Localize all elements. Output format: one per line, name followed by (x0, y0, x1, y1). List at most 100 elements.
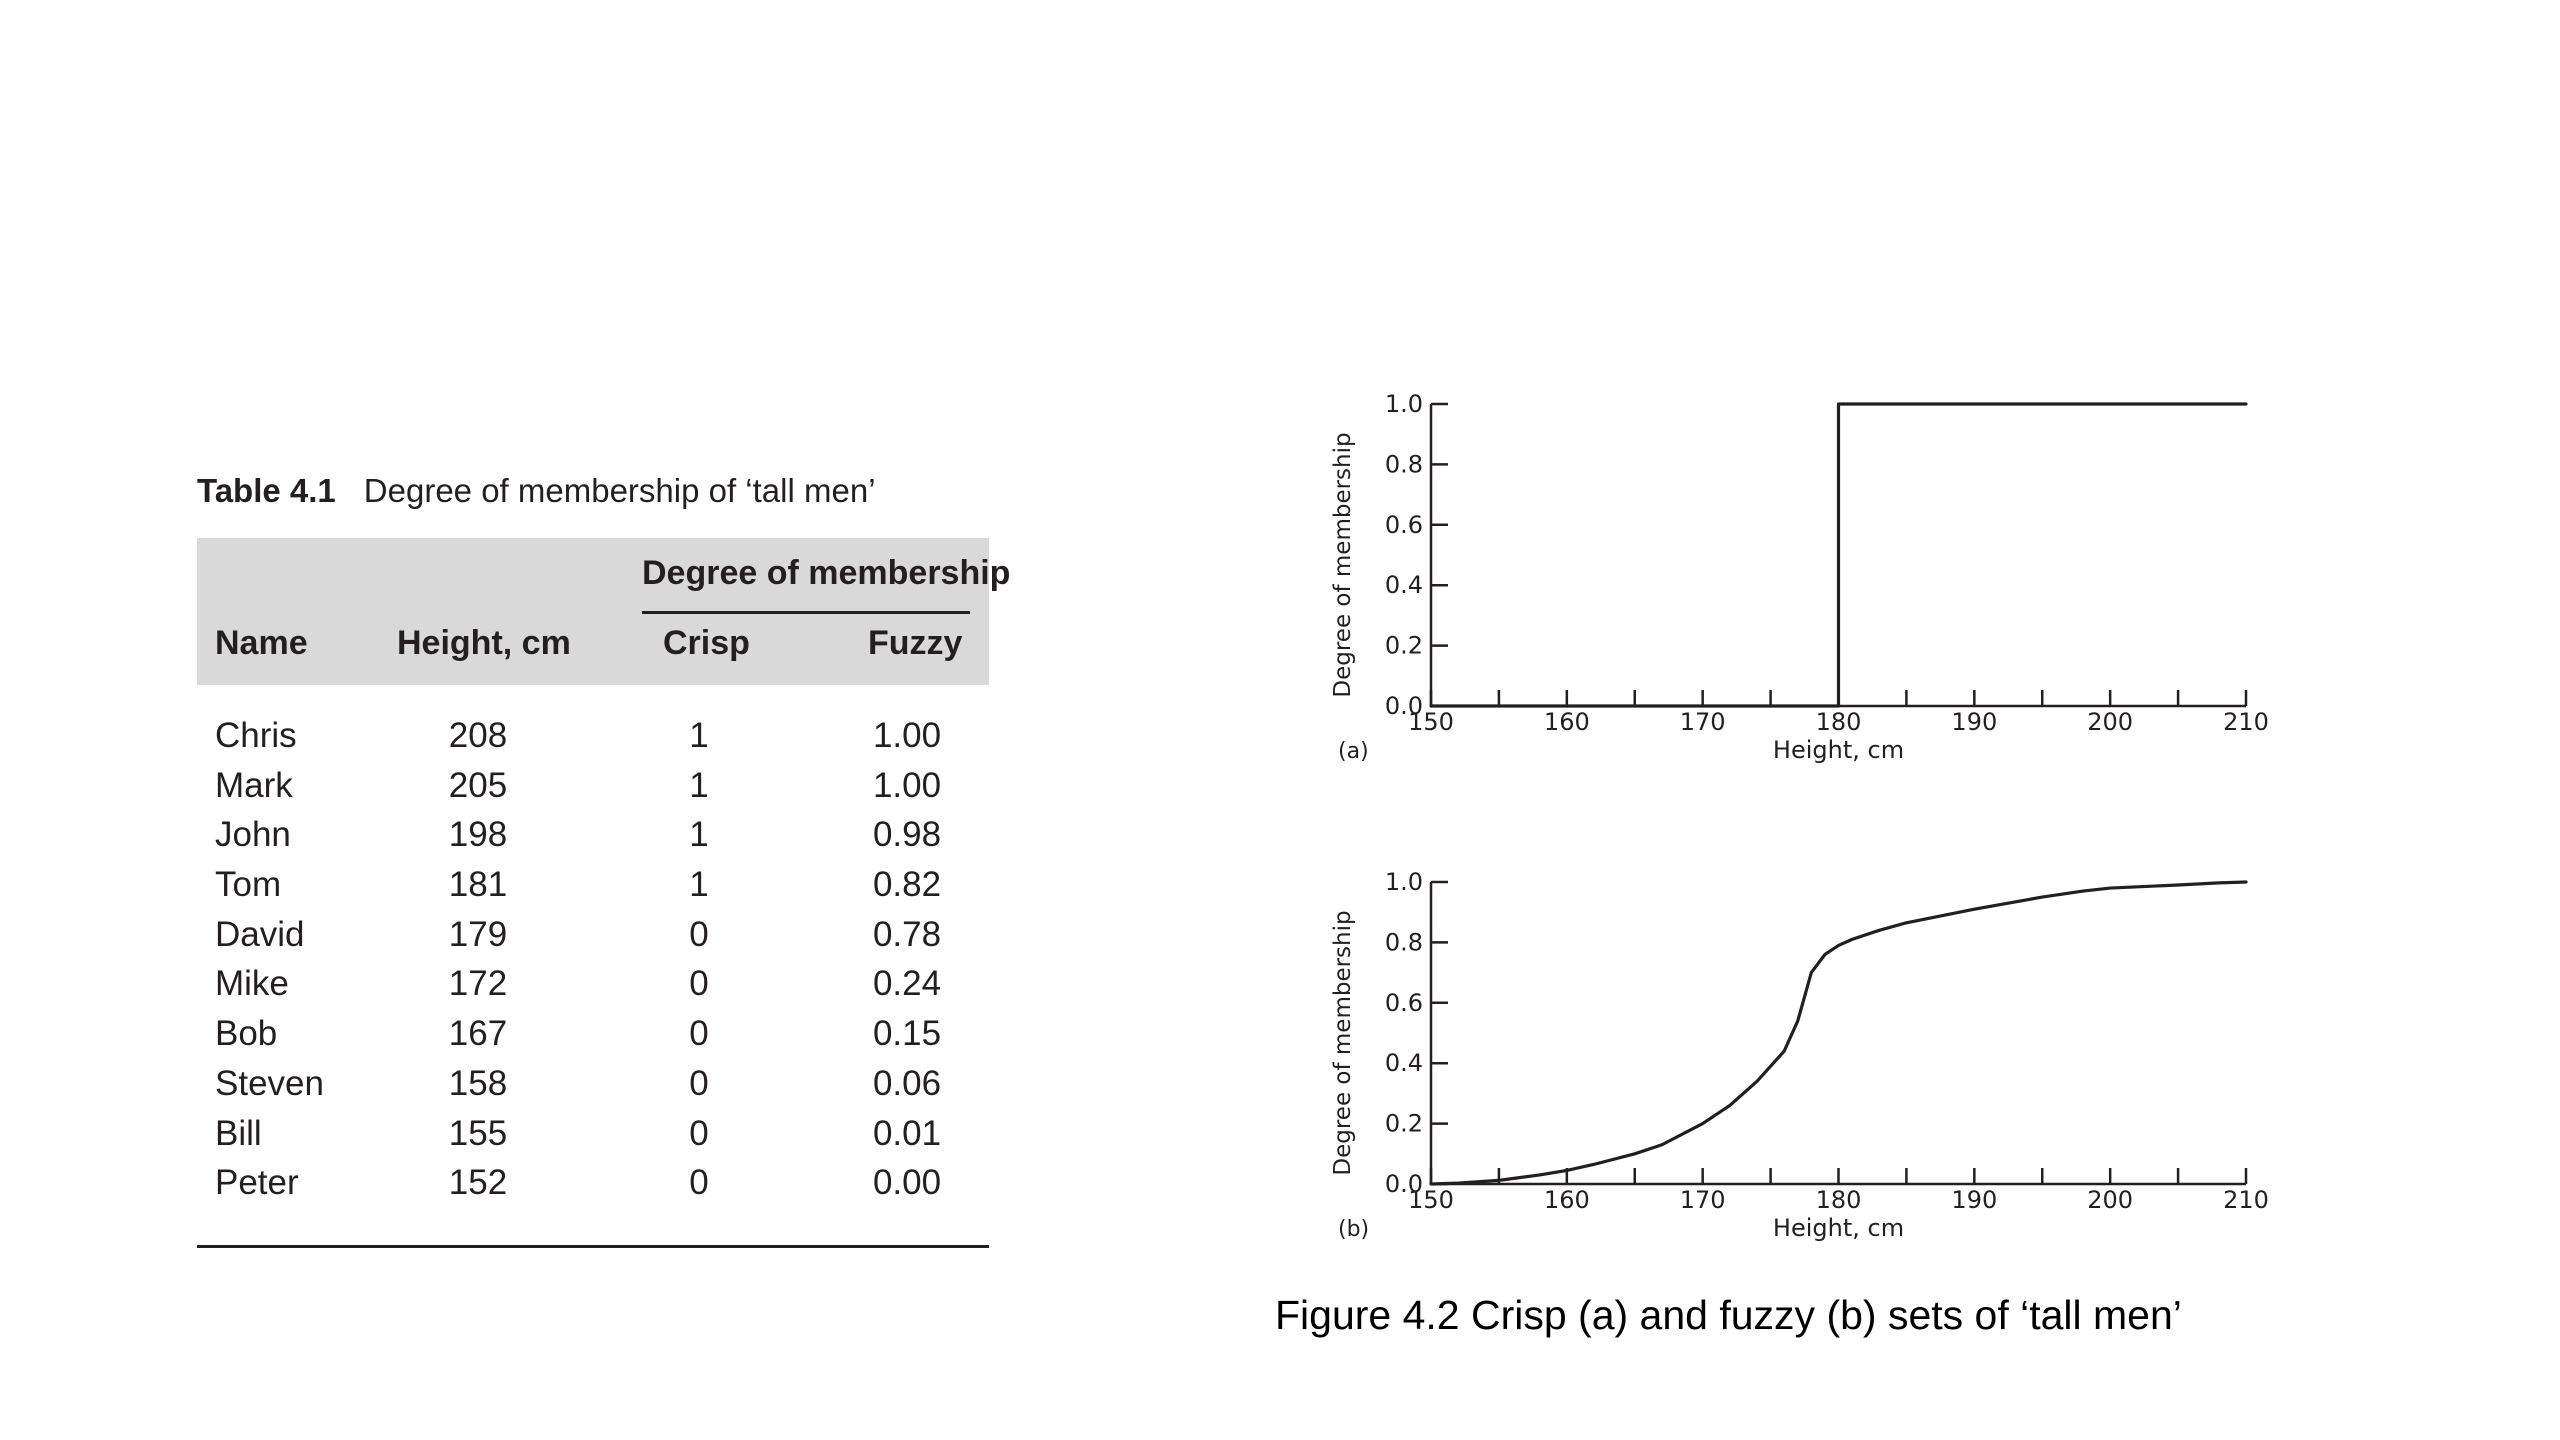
chart-fuzzy-x-tick-label: 160 (1544, 1186, 1590, 1214)
cell-name: Mark (215, 765, 293, 805)
cell-height: 158 (448, 1063, 508, 1103)
table-number: Table 4.1 (197, 472, 336, 509)
chart-fuzzy-svg: 0.0 0.2 0.4 0.6 0.8 1.0 150 160 170 180 190 200 210 H… (1330, 868, 2269, 1242)
chart-fuzzy-y-tick-label: 0.8 (1385, 928, 1423, 956)
cell-fuzzy: 0.15 (872, 1014, 942, 1054)
chart-crisp-x-tick-label: 210 (2223, 708, 2269, 736)
chart-fuzzy-y-tick-label: 0.6 (1385, 989, 1423, 1017)
chart-crisp-x-tick-label: 170 (1680, 708, 1726, 736)
chart-crisp-x-tick-label: 150 (1408, 708, 1454, 736)
table-row: Tom 181 1 0.82 (197, 861, 989, 911)
cell-crisp: 1 (689, 815, 709, 855)
chart-fuzzy-x-tick-label: 180 (1816, 1186, 1862, 1214)
table-caption: Table 4.1 Degree of membership of ‘tall m… (197, 472, 876, 510)
chart-fuzzy-panel-label: (b) (1338, 1217, 1369, 1242)
chart-crisp-y-tick-label: 0.0 (1385, 692, 1423, 720)
cell-height: 152 (448, 1163, 508, 1203)
column-header-crisp: Crisp (663, 624, 750, 662)
chart-crisp-y-tick-label: 0.6 (1385, 511, 1423, 539)
chart-fuzzy-x-tick-label: 200 (2087, 1186, 2133, 1214)
cell-height: 179 (448, 914, 508, 954)
chart-fuzzy-x-tick-label: 190 (1951, 1186, 1997, 1214)
cell-fuzzy: 0.06 (872, 1063, 942, 1103)
chart-fuzzy-series-line (1429, 880, 2248, 1186)
cell-height: 167 (448, 1014, 508, 1054)
chart-fuzzy-y-tick-label: 0.2 (1385, 1110, 1423, 1138)
cell-crisp: 1 (689, 716, 709, 755)
cell-name: Tom (215, 865, 282, 905)
cell-name: John (215, 815, 291, 855)
chart-crisp-y-axis-label: Degree of membership (1330, 432, 1356, 697)
chart-crisp: 0.0 0.2 0.4 0.6 0.8 1.0 150 160 170 180 190 200 210 H… (1300, 370, 2300, 770)
chart-crisp-x-tick-label: 160 (1544, 708, 1590, 736)
column-header-fuzzy: Fuzzy (868, 624, 963, 662)
table-row: Bill 155 0 0.01 (197, 1110, 989, 1160)
table-bottom-rule (197, 1245, 989, 1248)
table-row: Steven 158 0 0.06 (197, 1060, 989, 1110)
table-row: Chris 208 1 1.00 (197, 712, 989, 762)
chart-crisp-x-tick-label: 180 (1816, 708, 1862, 736)
cell-height: 172 (448, 964, 508, 1004)
cell-height: 181 (448, 865, 508, 905)
cell-fuzzy: 0.78 (872, 914, 942, 954)
chart-fuzzy-y-tick-label: 0.4 (1385, 1049, 1423, 1077)
cell-name: Bob (215, 1014, 278, 1054)
chart-fuzzy: 0.0 0.2 0.4 0.6 0.8 1.0 150 160 170 180 190 200 210 H… (1300, 848, 2300, 1248)
column-header-name: Name (215, 624, 308, 662)
table-row: David 179 0 0.78 (197, 911, 989, 961)
chart-fuzzy-x-tick-label: 210 (2223, 1186, 2269, 1214)
table-body: Chris 208 1 1.00 Mark 205 1 1.00 John 19… (197, 712, 989, 1209)
cell-height: 208 (448, 716, 508, 755)
cell-crisp: 1 (689, 865, 709, 905)
chart-crisp-y-tick-label: 1.0 (1385, 390, 1423, 418)
cell-height: 198 (448, 815, 508, 855)
cell-crisp: 0 (689, 1163, 709, 1203)
cell-fuzzy: 0.00 (872, 1163, 942, 1203)
cell-fuzzy: 0.82 (872, 865, 942, 905)
cell-name: Steven (215, 1063, 324, 1103)
table-row: Peter 152 0 0.00 (197, 1159, 989, 1209)
cell-fuzzy: 0.01 (872, 1113, 942, 1153)
table-row: Mike 172 0 0.24 (197, 960, 989, 1010)
cell-crisp: 0 (689, 964, 709, 1004)
column-header-height: Height, cm (397, 624, 571, 662)
chart-crisp-y-tick-label: 0.4 (1385, 571, 1423, 599)
cell-fuzzy: 0.98 (872, 815, 942, 855)
table-row: Bob 167 0 0.15 (197, 1010, 989, 1060)
chart-fuzzy-x-tick-label: 170 (1680, 1186, 1726, 1214)
cell-name: David (215, 914, 305, 954)
cell-fuzzy: 1.00 (872, 765, 942, 805)
cell-fuzzy: 0.24 (872, 964, 942, 1004)
cell-fuzzy: 1.00 (872, 716, 942, 755)
chart-fuzzy-y-tick-label: 1.0 (1385, 868, 1423, 896)
table-row: John 198 1 0.98 (197, 811, 989, 861)
chart-crisp-series-line (1429, 402, 2248, 708)
cell-name: Chris (215, 716, 297, 755)
table-row: Mark 205 1 1.00 (197, 762, 989, 812)
cell-crisp: 0 (689, 1113, 709, 1153)
chart-crisp-panel-label: (a) (1338, 739, 1369, 764)
chart-fuzzy-x-tick-label: 150 (1408, 1186, 1454, 1214)
cell-name: Bill (215, 1113, 262, 1153)
figure-caption: Figure 4.2 Crisp (a) and fuzzy (b) sets … (1275, 1292, 2182, 1338)
cell-crisp: 0 (689, 1014, 709, 1054)
group-header: Degree of membership (642, 554, 1011, 592)
chart-fuzzy-x-axis-label: Height, cm (1773, 1214, 1904, 1242)
chart-crisp-x-tick-label: 200 (2087, 708, 2133, 736)
cell-name: Peter (215, 1163, 299, 1203)
chart-crisp-x-tick-label: 190 (1951, 708, 1997, 736)
cell-name: Mike (215, 964, 289, 1004)
cell-crisp: 0 (689, 1063, 709, 1103)
chart-crisp-y-tick-label: 0.8 (1385, 450, 1423, 478)
cell-height: 205 (448, 765, 508, 805)
cell-height: 155 (448, 1113, 508, 1153)
table-caption-text: Degree of membership of ‘tall men’ (363, 472, 876, 509)
chart-crisp-x-axis-label: Height, cm (1773, 736, 1904, 764)
group-header-rule (642, 611, 970, 614)
chart-fuzzy-y-axis-label: Degree of membership (1330, 910, 1356, 1175)
chart-crisp-y-tick-label: 0.2 (1385, 632, 1423, 660)
cell-crisp: 1 (689, 765, 709, 805)
chart-crisp-svg: 0.0 0.2 0.4 0.6 0.8 1.0 150 160 170 180 190 200 210 H… (1330, 390, 2269, 764)
cell-crisp: 0 (689, 914, 709, 954)
